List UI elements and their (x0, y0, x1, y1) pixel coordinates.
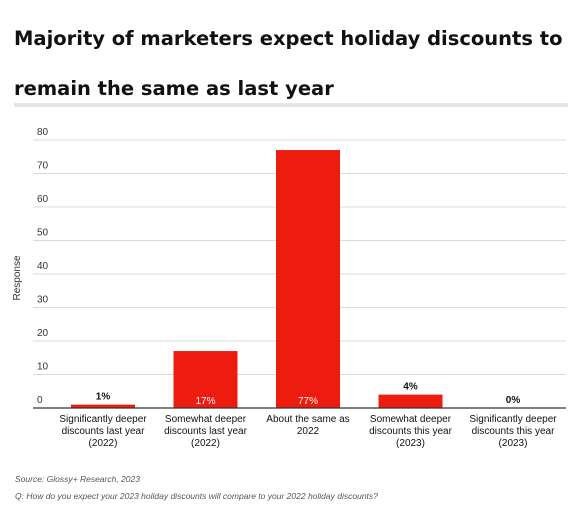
x-tick-label: (2023) (396, 438, 425, 449)
x-tick-label: Somewhat deeper (165, 414, 247, 425)
x-tick-label: Somewhat deeper (370, 414, 452, 425)
y-axis-ticks: 0 10 20 30 40 50 60 70 80 (37, 127, 49, 406)
question-note: Q: How do you expect your 2023 holiday d… (15, 491, 378, 501)
bar-chart: 0 10 20 30 40 50 60 70 80 1% 17% 77% 4% 0% Significa… (12, 127, 566, 449)
data-label: 77% (298, 396, 318, 407)
x-tick-label: Significantly deeper (59, 414, 147, 425)
data-label: 0% (506, 395, 521, 406)
data-label: 17% (195, 396, 215, 407)
data-label: 4% (403, 382, 418, 393)
bar (378, 394, 443, 408)
y-tick-label: 30 (37, 295, 49, 306)
source-note: Source: Glossy+ Research, 2023 (15, 474, 140, 484)
x-tick-label: Significantly deeper (469, 414, 557, 425)
x-tick-label: discounts last year (62, 426, 145, 437)
bars (71, 150, 443, 409)
bar (276, 150, 340, 409)
y-tick-label: 40 (37, 261, 49, 272)
x-tick-label: (2023) (499, 438, 528, 449)
x-tick-label: 2022 (297, 426, 320, 437)
x-tick-label: (2022) (89, 438, 118, 449)
bar (173, 351, 238, 408)
y-axis-label: Response (12, 255, 23, 300)
y-tick-label: 20 (37, 328, 49, 339)
y-tick-label: 70 (37, 161, 49, 172)
y-tick-label: 10 (37, 362, 49, 373)
x-tick-label: (2022) (191, 438, 220, 449)
x-tick-label: About the same as (266, 414, 349, 425)
y-tick-label: 0 (37, 395, 43, 406)
x-tick-label: discounts this year (472, 426, 555, 437)
data-labels: 1% 17% 77% 4% 0% (96, 382, 521, 407)
y-tick-label: 80 (37, 127, 49, 138)
y-tick-label: 60 (37, 194, 49, 205)
data-label: 1% (96, 392, 111, 403)
y-tick-label: 50 (37, 228, 49, 239)
x-tick-label: discounts this year (369, 426, 452, 437)
bar (71, 404, 135, 408)
chart-title: Majority of marketers expect holiday dis… (14, 27, 563, 100)
title-divider (14, 103, 568, 107)
x-tick-label: discounts last year (164, 426, 247, 437)
